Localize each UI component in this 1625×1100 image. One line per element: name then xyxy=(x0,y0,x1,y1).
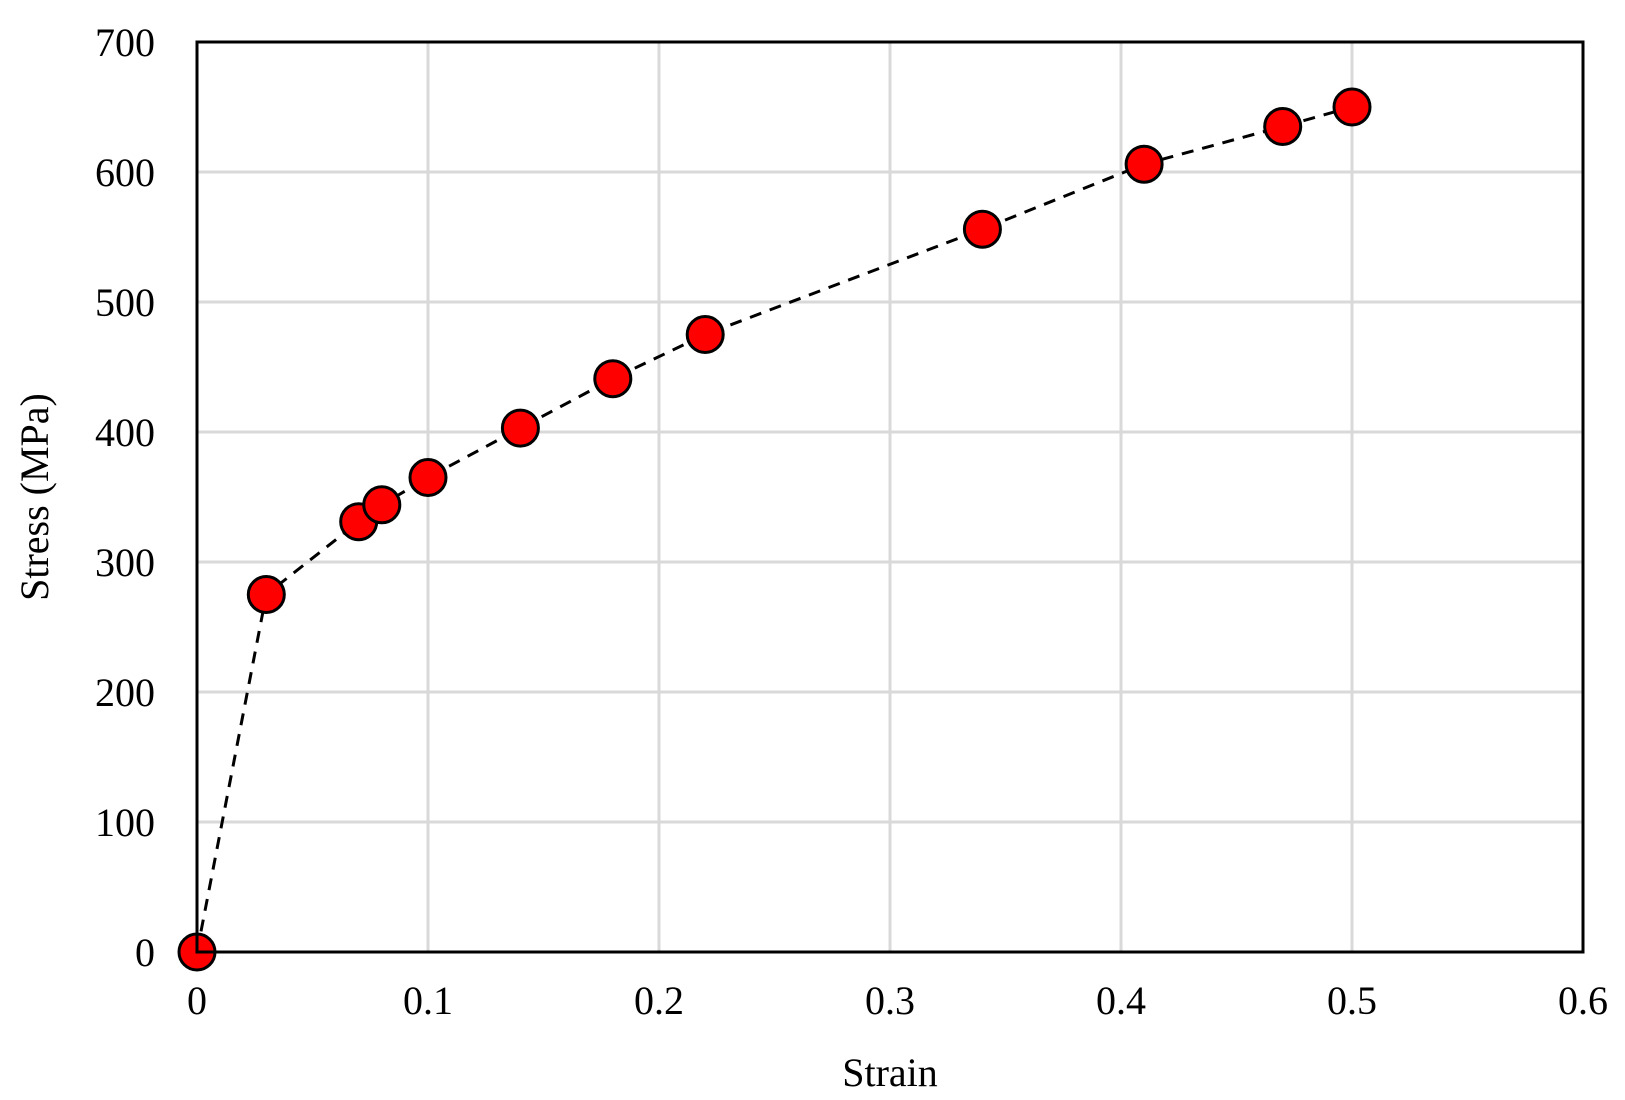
data-point xyxy=(1263,107,1303,146)
x-tick-label: 0.3 xyxy=(865,978,915,1023)
y-tick-label: 200 xyxy=(95,670,155,715)
x-tick-label: 0.4 xyxy=(1096,978,1146,1023)
y-tick-label: 0 xyxy=(135,930,155,975)
plot-frame xyxy=(195,40,1585,954)
data-point xyxy=(362,485,402,525)
x-axis-ticks: 0 0.1 0.2 0.3 0.4 0.5 0.6 xyxy=(187,978,1608,1023)
data-point xyxy=(408,458,448,497)
y-tick-label: 600 xyxy=(95,150,155,195)
x-axis-title: Strain xyxy=(842,1050,938,1095)
data-point xyxy=(685,315,725,354)
y-tick-label: 700 xyxy=(95,20,155,65)
y-tick-label: 100 xyxy=(95,800,155,845)
y-tick-label: 500 xyxy=(95,280,155,325)
y-tick-label: 300 xyxy=(95,540,155,585)
x-tick-label: 0.2 xyxy=(634,978,684,1023)
data-point xyxy=(500,408,540,448)
data-point xyxy=(962,209,1002,249)
x-tick-label: 0 xyxy=(187,978,207,1023)
y-axis-title: Stress (MPa) xyxy=(12,393,57,601)
series-line xyxy=(195,105,1353,953)
series-layer xyxy=(177,87,1372,972)
y-axis-ticks: 0 100 200 300 400 500 600 700 xyxy=(95,20,155,975)
y-tick-label: 400 xyxy=(95,410,155,455)
grid xyxy=(197,42,1583,952)
x-tick-label: 0.5 xyxy=(1327,978,1377,1023)
data-point xyxy=(246,575,286,614)
x-tick-label: 0.6 xyxy=(1558,978,1608,1023)
x-tick-label: 0.1 xyxy=(403,978,453,1023)
data-point xyxy=(1124,144,1164,184)
data-point xyxy=(1332,87,1372,127)
data-point xyxy=(593,359,633,399)
